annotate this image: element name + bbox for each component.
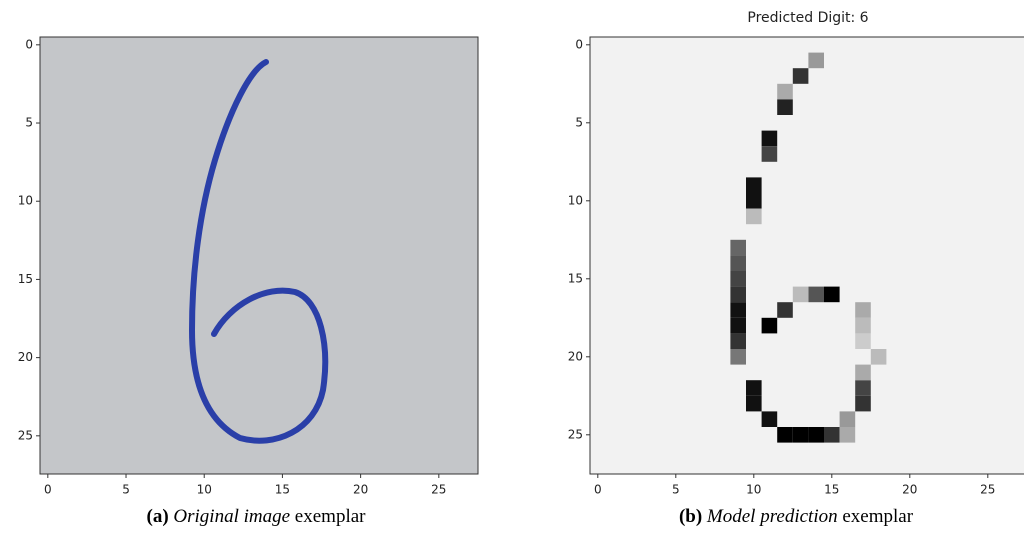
y-tick-label: 5 bbox=[575, 115, 583, 129]
caption-emphasis: Original image bbox=[173, 506, 291, 527]
axes-frame bbox=[589, 36, 1024, 475]
y-tick-label: 20 bbox=[568, 349, 583, 363]
caption-text: exemplar bbox=[842, 506, 914, 527]
y-tick-label: 5 bbox=[25, 116, 33, 130]
x-tick-label: 5 bbox=[672, 483, 680, 497]
y-tick-label: 15 bbox=[568, 271, 583, 285]
caption-text: exemplar bbox=[294, 506, 366, 527]
y-tick-label: 0 bbox=[575, 37, 583, 51]
y-tick-label: 10 bbox=[568, 193, 583, 207]
panel-title: Predicted Digit: 6 bbox=[747, 10, 868, 26]
y-tick-label: 10 bbox=[18, 194, 33, 208]
caption: (a) Original image exemplar bbox=[0, 506, 512, 528]
x-tick-label: 5 bbox=[122, 483, 130, 497]
y-tick-label: 0 bbox=[25, 37, 33, 51]
x-tick-label: 15 bbox=[824, 483, 839, 497]
caption-label: (a) bbox=[146, 506, 169, 527]
y-tick-label: 20 bbox=[18, 350, 33, 364]
x-tick-label: 25 bbox=[980, 483, 995, 497]
x-tick-label: 25 bbox=[431, 483, 446, 497]
y-tick-label: 15 bbox=[18, 272, 33, 286]
x-tick-label: 15 bbox=[275, 483, 290, 497]
x-tick-label: 20 bbox=[353, 483, 368, 497]
axes-frame bbox=[39, 36, 479, 475]
caption-emphasis: Model prediction bbox=[706, 506, 838, 527]
figure: Predicted Digit: 6 0 5 10 15 20 25 0 5 10 15 20 25 0… bbox=[18, 10, 1024, 497]
x-tick-label: 0 bbox=[44, 483, 52, 497]
x-tick-label: 10 bbox=[197, 483, 212, 497]
x-tick-label: 20 bbox=[902, 483, 917, 497]
y-tick-label: 25 bbox=[568, 427, 583, 441]
x-tick-label: 0 bbox=[594, 483, 602, 497]
prediction-image bbox=[590, 37, 1024, 474]
x-tick-label: 10 bbox=[746, 483, 761, 497]
original-image bbox=[40, 37, 478, 474]
caption: (b) Model prediction exemplar bbox=[540, 506, 1024, 528]
caption-label: (b) bbox=[678, 506, 703, 527]
y-tick-label: 25 bbox=[18, 428, 33, 442]
